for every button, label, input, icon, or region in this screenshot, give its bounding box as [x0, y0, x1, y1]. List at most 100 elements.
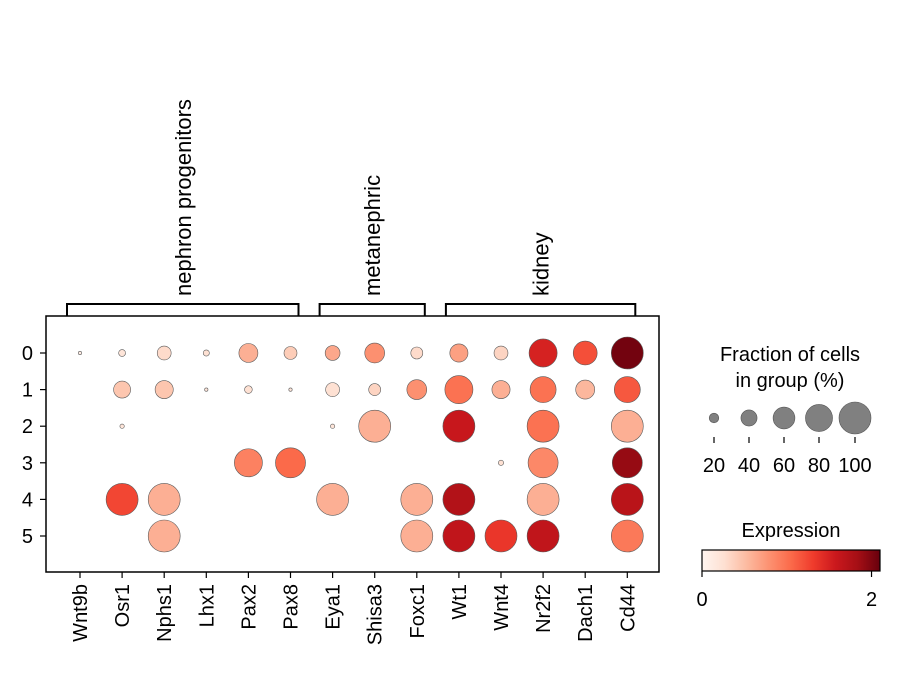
gene-group-bracket [444, 303, 637, 316]
x-tick-label: Pax2 [238, 584, 260, 630]
dot-1-Cd44 [613, 376, 641, 403]
x-tick-label: Eya1 [323, 584, 345, 630]
x-tick-label: Dach1 [575, 584, 597, 642]
x-axis: Wnt9b Osr1 Nphs1 Lhx1 Pax2 Pax8 Eya1 Shisa3 Foxc… [70, 572, 639, 645]
dot-1-Dach1 [575, 379, 596, 400]
y-tick-label: 0 [22, 343, 33, 365]
dot-1-Nr2f2 [529, 376, 557, 403]
size-legend-dot [805, 404, 833, 432]
dot-1-Lhx1 [204, 387, 209, 392]
size-legend-dot [772, 406, 796, 430]
dot-3-Pax8 [275, 447, 306, 479]
dots-layer [78, 336, 644, 553]
x-tick-label: Foxc1 [407, 584, 429, 638]
y-tick-label: 1 [22, 380, 33, 402]
dot-4-Nphs1 [147, 483, 181, 516]
y-tick-label: 2 [22, 416, 33, 438]
dot-1-Wt1 [444, 375, 474, 404]
size-legend-title: in group (%) [736, 370, 845, 392]
x-tick-label: Nr2f2 [533, 584, 555, 633]
dot-1-Pax8 [288, 387, 293, 392]
gene-group-bracket [66, 303, 300, 316]
dot-5-Foxc1 [400, 519, 434, 553]
dot-3-Cd44 [611, 447, 643, 479]
dot-2-Wt1 [442, 409, 476, 443]
colorbar-tick-label: 0 [696, 589, 707, 611]
dot-0-Wnt4 [493, 345, 509, 361]
color-legend: Expression 0 2 [696, 520, 881, 611]
dot-2-Nr2f2 [526, 409, 560, 443]
x-tick-label: Nphs1 [154, 584, 176, 642]
dot-3-Nr2f2 [527, 447, 559, 479]
dot-0-Pax2 [238, 343, 259, 363]
y-tick-label: 5 [22, 526, 33, 548]
dot-2-Osr1 [119, 423, 125, 429]
gene-group-bracket [318, 303, 426, 316]
x-tick-label: Osr1 [112, 584, 134, 627]
size-legend-tick-label: 100 [838, 455, 871, 477]
dot-0-Lhx1 [202, 349, 210, 357]
dot-4-Foxc1 [400, 483, 434, 516]
x-tick-label: Pax8 [281, 584, 303, 630]
dot-0-Cd44 [610, 336, 644, 370]
dot-0-Osr1 [118, 349, 126, 357]
size-legend-tick-label: 80 [808, 455, 830, 477]
gene-group-label: metanephric [360, 175, 385, 296]
x-tick-label: Shisa3 [365, 584, 387, 645]
size-legend-dot [838, 401, 872, 435]
dot-1-Pax2 [244, 385, 253, 394]
dot-1-Shisa3 [368, 383, 381, 396]
y-axis: 0 1 2 3 4 5 [22, 343, 46, 548]
size-legend-tick-label: 60 [773, 455, 795, 477]
plot-frame [45, 315, 660, 573]
dot-4-Wt1 [442, 483, 476, 516]
dot-4-Eya1 [316, 483, 349, 516]
x-tick-label: Cd44 [617, 584, 639, 632]
dot-5-Nphs1 [147, 519, 181, 553]
x-tick-label: Wnt9b [70, 584, 92, 642]
dot-5-Wt1 [442, 519, 476, 553]
x-tick-label: Wnt4 [491, 584, 513, 631]
dot-2-Shisa3 [358, 409, 392, 443]
size-legend-tick-label: 20 [703, 455, 725, 477]
colorbar-tick-label: 2 [866, 589, 877, 611]
dot-0-Foxc1 [410, 346, 424, 360]
dot-5-Cd44 [610, 519, 644, 553]
dot-1-Osr1 [113, 380, 131, 399]
dot-5-Wnt4 [484, 519, 518, 553]
dot-3-Pax2 [234, 448, 263, 478]
dot-0-Pax8 [283, 346, 298, 360]
x-tick-label: Wt1 [449, 584, 471, 620]
dot-0-Nr2f2 [528, 338, 558, 368]
y-tick-label: 3 [22, 453, 33, 475]
x-tick-label: Lhx1 [196, 584, 218, 627]
dot-3-Wnt4 [498, 459, 504, 466]
color-legend-title: Expression [742, 520, 841, 542]
size-legend-title: Fraction of cells [720, 344, 860, 366]
colorbar [701, 549, 881, 572]
dot-1-Eya1 [325, 382, 340, 397]
dot-0-Dach1 [572, 340, 598, 366]
size-legend-tick-label: 40 [738, 455, 760, 477]
dot-5-Nr2f2 [526, 519, 560, 553]
dot-1-Wnt4 [491, 380, 511, 399]
dot-0-Wt1 [449, 343, 469, 363]
gene-group-label: kidney [529, 232, 554, 296]
gene-group-brackets [66, 303, 637, 316]
dot-1-Foxc1 [406, 379, 428, 400]
dot-0-Eya1 [324, 345, 341, 361]
dot-0-Nphs1 [156, 345, 172, 361]
dot-1-Nphs1 [154, 380, 174, 399]
gene-group-label: nephron progenitors [171, 99, 196, 296]
dot-0-Shisa3 [364, 342, 385, 364]
dot-2-Cd44 [610, 409, 644, 443]
dot-0-Wnt9b [78, 351, 82, 355]
dot-4-Osr1 [105, 483, 139, 516]
size-legend-dot [708, 412, 720, 424]
dot-4-Cd44 [610, 483, 644, 516]
gene-group-labels: nephron progenitors metanephric kidney [171, 99, 554, 296]
dot-2-Eya1 [330, 423, 336, 429]
size-legend-dot [740, 409, 758, 427]
y-tick-label: 4 [22, 489, 33, 511]
